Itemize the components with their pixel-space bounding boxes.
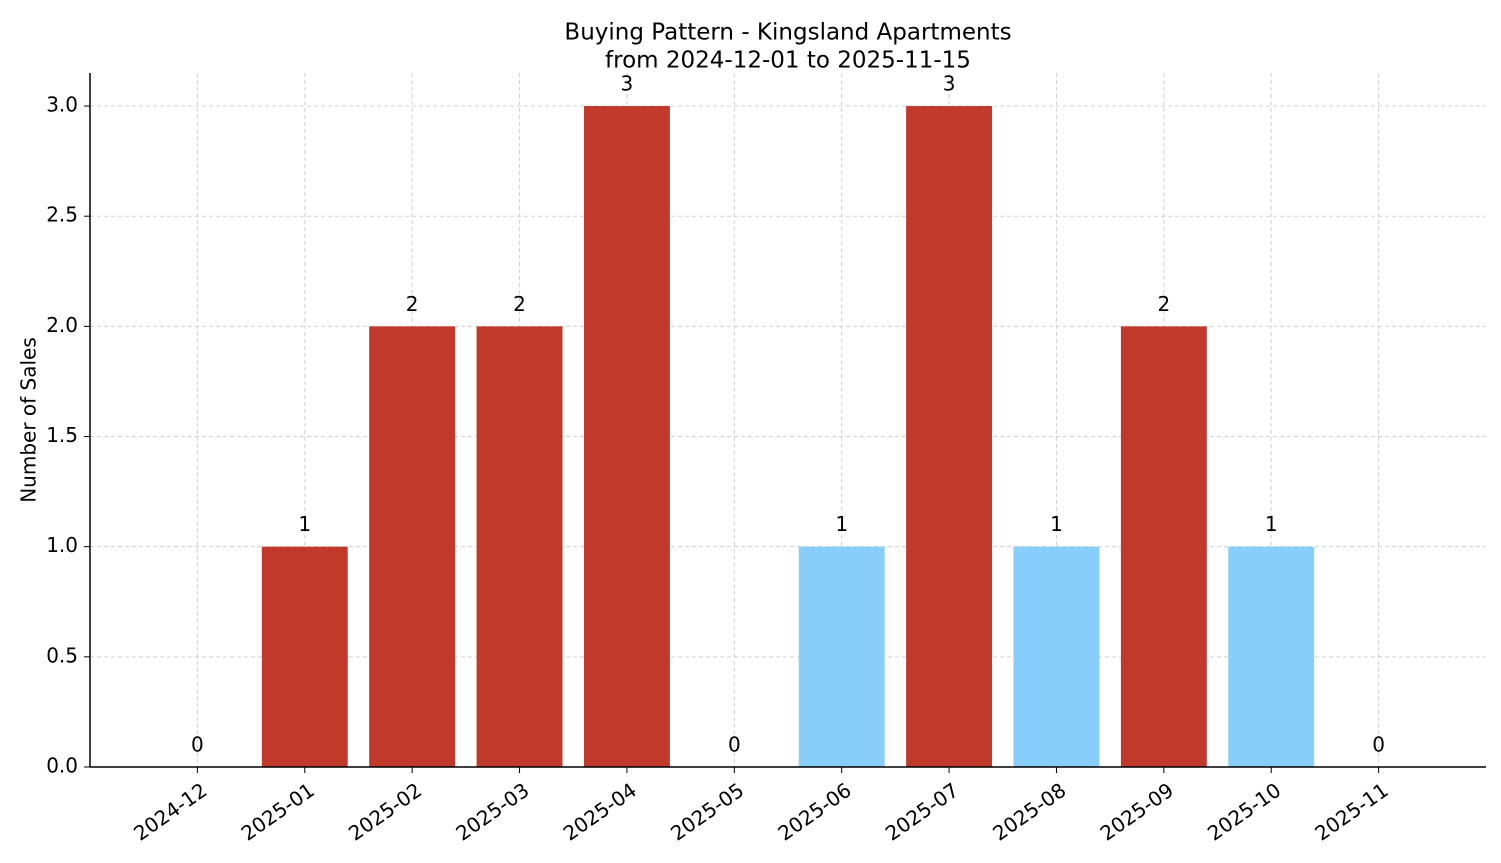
y-tick-label: 0.5 xyxy=(46,643,78,667)
value-label: 1 xyxy=(298,512,311,536)
x-tick-label: 2025-05 xyxy=(666,778,748,846)
x-tick-label: 2025-11 xyxy=(1310,778,1392,846)
value-label: 2 xyxy=(513,292,526,316)
x-tick-label: 2025-08 xyxy=(988,778,1070,846)
x-tick-label: 2025-06 xyxy=(773,778,855,846)
value-label: 3 xyxy=(621,72,634,96)
x-tick-label: 2024-12 xyxy=(129,778,211,846)
y-tick-label: 2.0 xyxy=(46,313,78,337)
y-tick-label: 2.5 xyxy=(46,203,78,227)
x-tick-label: 2025-09 xyxy=(1096,778,1178,846)
y-tick-label: 0.0 xyxy=(46,754,78,778)
x-tick-label: 2025-07 xyxy=(881,778,963,846)
value-label: 2 xyxy=(1157,292,1170,316)
x-tick-label: 2025-04 xyxy=(559,778,641,846)
bar xyxy=(369,326,456,767)
bar xyxy=(906,106,993,768)
value-label: 2 xyxy=(406,292,419,316)
bar xyxy=(261,546,348,767)
value-label: 1 xyxy=(1265,512,1278,536)
value-label: 3 xyxy=(943,72,956,96)
bar xyxy=(583,106,670,768)
chart-title: Buying Pattern - Kingsland Apartments xyxy=(564,20,1011,46)
bar xyxy=(798,546,885,767)
x-tick-label: 2025-02 xyxy=(344,778,426,846)
bar xyxy=(1228,546,1315,767)
x-tick-label: 2025-01 xyxy=(237,778,319,846)
y-axis-label: Number of Sales xyxy=(17,337,41,503)
x-tick-label: 2025-10 xyxy=(1203,778,1285,846)
value-label: 0 xyxy=(1372,733,1385,757)
value-label: 0 xyxy=(728,733,741,757)
bar xyxy=(476,326,563,767)
x-tick-label: 2025-03 xyxy=(451,778,533,846)
y-tick-label: 1.0 xyxy=(46,533,78,557)
y-tick-label: 1.5 xyxy=(46,423,78,447)
bar xyxy=(1013,546,1100,767)
value-label: 1 xyxy=(835,512,848,536)
bar xyxy=(1120,326,1207,767)
value-label: 1 xyxy=(1050,512,1063,536)
chart-subtitle: from 2024-12-01 to 2025-11-15 xyxy=(605,48,971,74)
y-tick-label: 3.0 xyxy=(46,93,78,117)
value-label: 0 xyxy=(191,733,204,757)
